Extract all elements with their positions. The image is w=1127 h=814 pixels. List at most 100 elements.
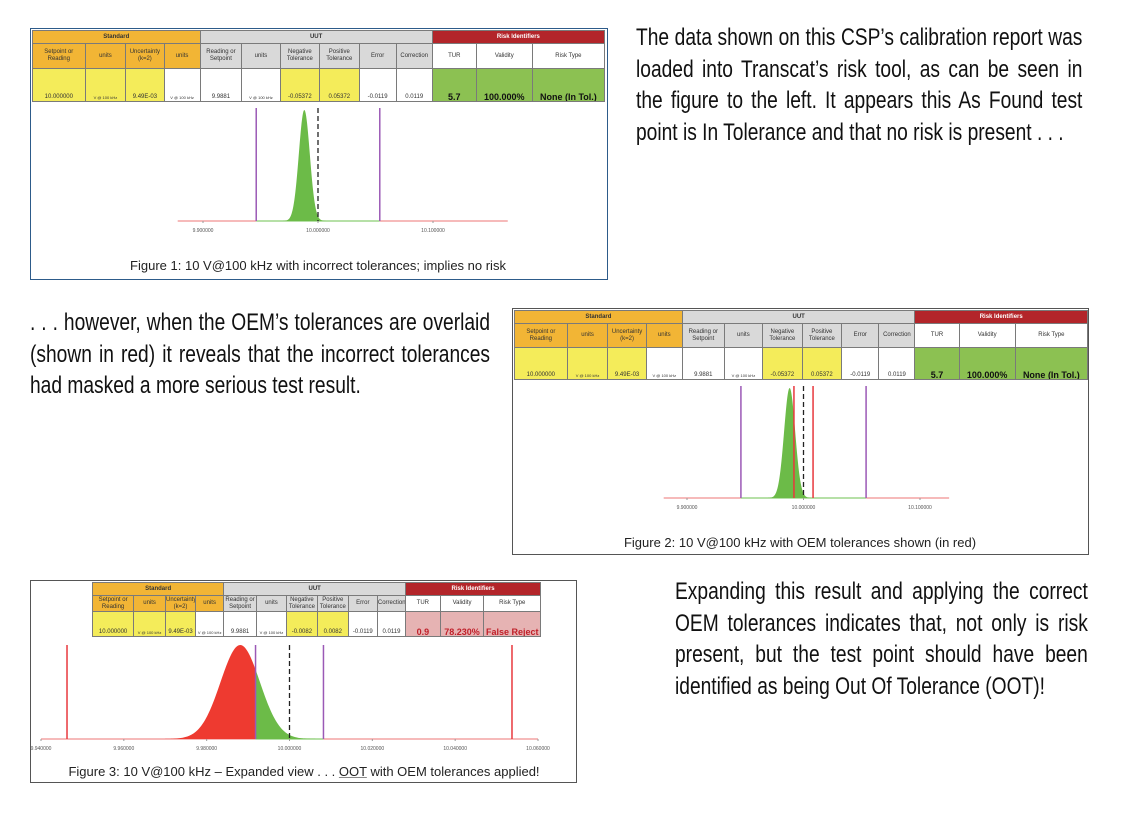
column-header-units-1: units bbox=[133, 595, 166, 612]
cell-error: -0.0119 bbox=[841, 347, 880, 380]
column-header-negative-tolerance: Negative Tolerance bbox=[285, 595, 318, 612]
cell-positive-tolerance: 0.05372 bbox=[319, 68, 360, 102]
distribution-chart: 9.900000 10.000000 10.100000 bbox=[663, 386, 950, 511]
column-header-reading: Reading or Setpoint bbox=[681, 323, 725, 348]
risk-area bbox=[141, 645, 256, 739]
group-standard: Standard bbox=[32, 30, 201, 44]
figure-caption: Figure 3: 10 V@100 kHz – Expanded view .… bbox=[68, 764, 539, 779]
column-header-units-1: units bbox=[566, 323, 609, 348]
cell-setpoint: 10.000000 bbox=[91, 611, 135, 637]
column-header-tur: TUR bbox=[405, 595, 441, 612]
risk-table: Standard UUT Risk Identifiers Setpoint o… bbox=[32, 30, 606, 102]
paragraph-3: Expanding this result and applying the c… bbox=[675, 578, 1088, 700]
cell-reading: 9.9881 bbox=[223, 611, 257, 637]
cell-reading: 9.9881 bbox=[681, 347, 725, 380]
column-header-error: Error bbox=[841, 323, 880, 348]
cell-error: -0.0119 bbox=[358, 68, 397, 102]
cell-units-1: V @ 100 kHz bbox=[133, 611, 166, 637]
column-header-negative-tolerance: Negative Tolerance bbox=[762, 323, 803, 348]
column-header-units-3: units bbox=[241, 43, 281, 69]
tick-label: 10.020000 bbox=[361, 746, 385, 752]
column-header-units-2: units bbox=[645, 323, 683, 348]
column-header-correction: Correction bbox=[878, 323, 916, 348]
tick-label: 9.900000 bbox=[193, 228, 214, 234]
column-header-validity: Validity bbox=[439, 595, 485, 612]
cell-correction: 0.0119 bbox=[376, 611, 407, 637]
column-header-risk-type: Risk Type bbox=[531, 43, 606, 69]
column-header-units-3: units bbox=[255, 595, 287, 612]
distribution-chart: 9.900000 10.000000 10.100000 bbox=[177, 108, 508, 234]
column-header-positive-tolerance: Positive Tolerance bbox=[316, 595, 349, 612]
column-header-error: Error bbox=[347, 595, 378, 612]
paragraph-2: . . . however, when the OEM’s tolerances… bbox=[30, 309, 490, 400]
column-header-setpoint: Setpoint or Reading bbox=[91, 595, 135, 612]
group-risk-identifiers: Risk Identifiers bbox=[914, 310, 1088, 324]
distribution-area bbox=[277, 110, 332, 221]
cell-risk-type: None (In Tol.) bbox=[1014, 347, 1089, 380]
distribution-chart: 9.940000 9.960000 9.980000 10.000000 10.0200… bbox=[31, 645, 550, 752]
tick-label: 10.000000 bbox=[278, 746, 302, 752]
cell-risk-type: False Reject bbox=[483, 611, 541, 637]
cell-reading: 9.9881 bbox=[199, 68, 243, 102]
cell-units-3: V @ 100 kHz bbox=[723, 347, 764, 380]
column-header-uncertainty: Uncertainty (k=2) bbox=[607, 323, 647, 348]
tick-label: 9.960000 bbox=[113, 746, 134, 752]
column-header-error: Error bbox=[358, 43, 397, 69]
column-header-units-2: units bbox=[195, 595, 225, 612]
group-risk-identifiers: Risk Identifiers bbox=[431, 30, 606, 44]
cell-uncertainty: 9.49E-03 bbox=[125, 68, 165, 102]
cell-negative-tolerance: -0.0082 bbox=[285, 611, 318, 637]
cell-units-2: V @ 100 kHz bbox=[163, 68, 201, 102]
column-header-reading: Reading or Setpoint bbox=[199, 43, 243, 69]
risk-table: Standard UUT Risk Identifiers Setpoint o… bbox=[91, 582, 541, 637]
column-header-units-3: units bbox=[723, 323, 764, 348]
tick-label: 10.040000 bbox=[443, 746, 467, 752]
column-header-units-1: units bbox=[84, 43, 127, 69]
distribution-area bbox=[761, 388, 818, 498]
column-header-setpoint: Setpoint or Reading bbox=[32, 43, 86, 69]
tick-label: 9.900000 bbox=[677, 505, 698, 511]
cell-units-1: V @ 100 kHz bbox=[84, 68, 127, 102]
column-header-uncertainty: Uncertainty (k=2) bbox=[125, 43, 165, 69]
cell-units-3: V @ 100 kHz bbox=[241, 68, 281, 102]
column-header-validity: Validity bbox=[958, 323, 1016, 348]
cell-validity: 100.000% bbox=[475, 68, 533, 102]
cell-validity: 78.230% bbox=[439, 611, 485, 637]
tick-label: 9.940000 bbox=[31, 746, 52, 752]
tick-label: 10.100000 bbox=[908, 505, 932, 511]
cell-validity: 100.000% bbox=[958, 347, 1016, 380]
group-standard: Standard bbox=[514, 310, 683, 324]
cell-tur: 5.7 bbox=[914, 347, 960, 380]
cell-uncertainty: 9.49E-03 bbox=[164, 611, 197, 637]
column-header-positive-tolerance: Positive Tolerance bbox=[319, 43, 360, 69]
column-header-tur: TUR bbox=[431, 43, 477, 69]
tick-label: 10.100000 bbox=[421, 228, 445, 234]
cell-units-2: V @ 100 kHz bbox=[645, 347, 683, 380]
cell-tur: 5.7 bbox=[431, 68, 477, 102]
group-standard: Standard bbox=[91, 582, 225, 596]
cell-negative-tolerance: -0.05372 bbox=[279, 68, 321, 102]
cell-setpoint: 10.000000 bbox=[514, 347, 568, 380]
column-header-risk-type: Risk Type bbox=[1014, 323, 1089, 348]
cell-units-3: V @ 100 kHz bbox=[255, 611, 287, 637]
column-header-reading: Reading or Setpoint bbox=[223, 595, 257, 612]
risk-table: Standard UUT Risk Identifiers Setpoint o… bbox=[514, 310, 1089, 380]
figure-1: Standard UUT Risk Identifiers Setpoint o… bbox=[30, 28, 608, 280]
column-header-correction: Correction bbox=[376, 595, 407, 612]
tick-label: 10.000000 bbox=[306, 228, 330, 234]
figure-2: Standard UUT Risk Identifiers Setpoint o… bbox=[512, 308, 1089, 555]
tick-label: 9.980000 bbox=[196, 746, 217, 752]
cell-positive-tolerance: 0.05372 bbox=[801, 347, 843, 380]
cell-positive-tolerance: 0.0082 bbox=[316, 611, 349, 637]
cell-negative-tolerance: -0.05372 bbox=[762, 347, 803, 380]
column-header-risk-type: Risk Type bbox=[483, 595, 541, 612]
cell-tur: 0.9 bbox=[405, 611, 441, 637]
cell-units-1: V @ 100 kHz bbox=[566, 347, 609, 380]
column-header-negative-tolerance: Negative Tolerance bbox=[279, 43, 321, 69]
column-header-tur: TUR bbox=[914, 323, 960, 348]
cell-correction: 0.0119 bbox=[878, 347, 916, 380]
figure-caption: Figure 2: 10 V@100 kHz with OEM toleranc… bbox=[623, 535, 977, 550]
caption-oot: OOT bbox=[338, 764, 367, 779]
column-header-positive-tolerance: Positive Tolerance bbox=[801, 323, 843, 348]
cell-correction: 0.0119 bbox=[395, 68, 433, 102]
